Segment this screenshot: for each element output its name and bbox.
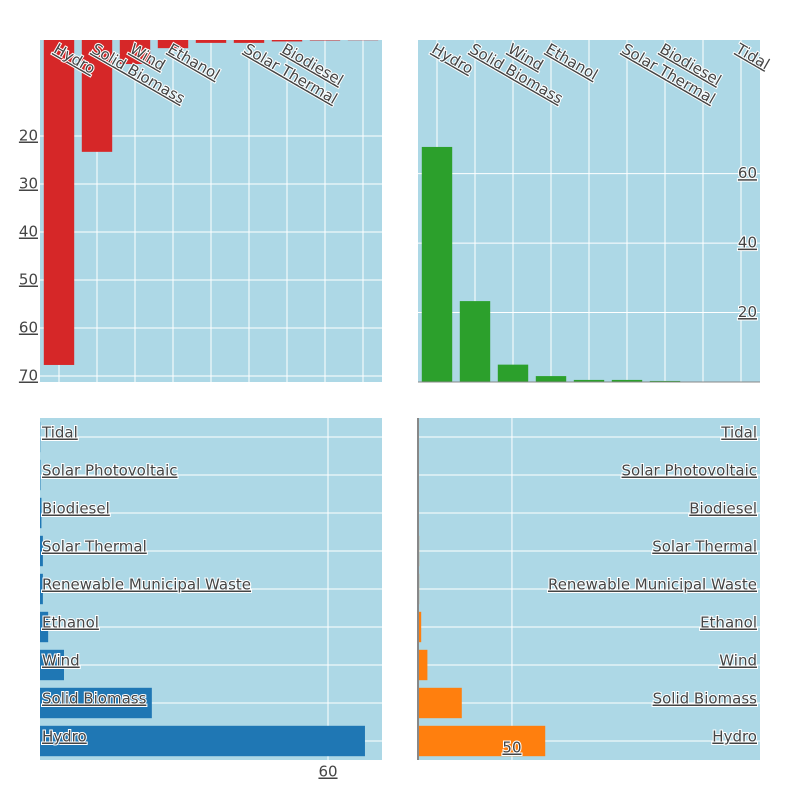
- y-tick-label: 40: [19, 223, 38, 241]
- y-tick-label: Ethanol: [42, 614, 99, 632]
- y-tick-label: 60: [19, 319, 38, 337]
- y-tick-label: Renewable Municipal Waste: [42, 576, 251, 594]
- y-tick-label: Ethanol: [700, 614, 757, 632]
- bar: [40, 535, 43, 567]
- y-tick-label: Hydro: [712, 728, 757, 746]
- y-tick-label: Solid Biomass: [653, 690, 758, 708]
- bar: [271, 40, 303, 42]
- y-tick-label: Solar Photovoltaic: [622, 462, 758, 480]
- y-tick-label: 30: [19, 175, 38, 193]
- bar: [459, 301, 491, 382]
- y-tick-label: 70: [19, 367, 38, 385]
- y-tick-label: Biodiesel: [42, 500, 110, 518]
- x-tick-label: 60: [318, 763, 337, 781]
- bar: [40, 725, 365, 757]
- y-tick-label: 60: [738, 164, 757, 182]
- bar: [157, 40, 189, 49]
- bar: [497, 364, 529, 382]
- bar: [119, 40, 151, 64]
- bar: [418, 649, 428, 681]
- bar: [418, 611, 422, 643]
- y-tick-label: Tidal: [720, 424, 757, 442]
- bar: [233, 40, 265, 43]
- y-tick-label: 40: [738, 234, 757, 252]
- bar: [40, 573, 43, 605]
- y-tick-label: Hydro: [42, 728, 87, 746]
- bar: [43, 40, 75, 365]
- y-tick-label: 20: [738, 303, 757, 321]
- bar: [535, 376, 567, 382]
- y-tick-label: Solar Thermal: [42, 538, 147, 556]
- bar: [418, 725, 546, 757]
- y-tick-label: Biodiesel: [689, 500, 757, 518]
- x-tick-label: 50: [502, 739, 521, 757]
- bar: [81, 40, 113, 152]
- bar: [573, 379, 605, 382]
- y-tick-label: Renewable Municipal Waste: [548, 576, 757, 594]
- y-tick-label: Wind: [719, 652, 757, 670]
- bar: [195, 40, 227, 43]
- bar: [40, 687, 152, 719]
- bar: [418, 687, 462, 719]
- bar: [40, 611, 49, 643]
- y-tick-label: Wind: [42, 652, 80, 670]
- y-tick-label: Tidal: [41, 424, 78, 442]
- y-tick-label: Solid Biomass: [42, 690, 147, 708]
- bar: [40, 497, 42, 529]
- bar: [40, 649, 64, 681]
- bar: [611, 379, 643, 382]
- bar: [421, 146, 453, 382]
- y-tick-label: 50: [19, 271, 38, 289]
- y-tick-label: Solar Thermal: [652, 538, 757, 556]
- bar: [649, 380, 681, 382]
- y-tick-label: Solar Photovoltaic: [42, 462, 178, 480]
- y-tick-label: 20: [19, 127, 38, 145]
